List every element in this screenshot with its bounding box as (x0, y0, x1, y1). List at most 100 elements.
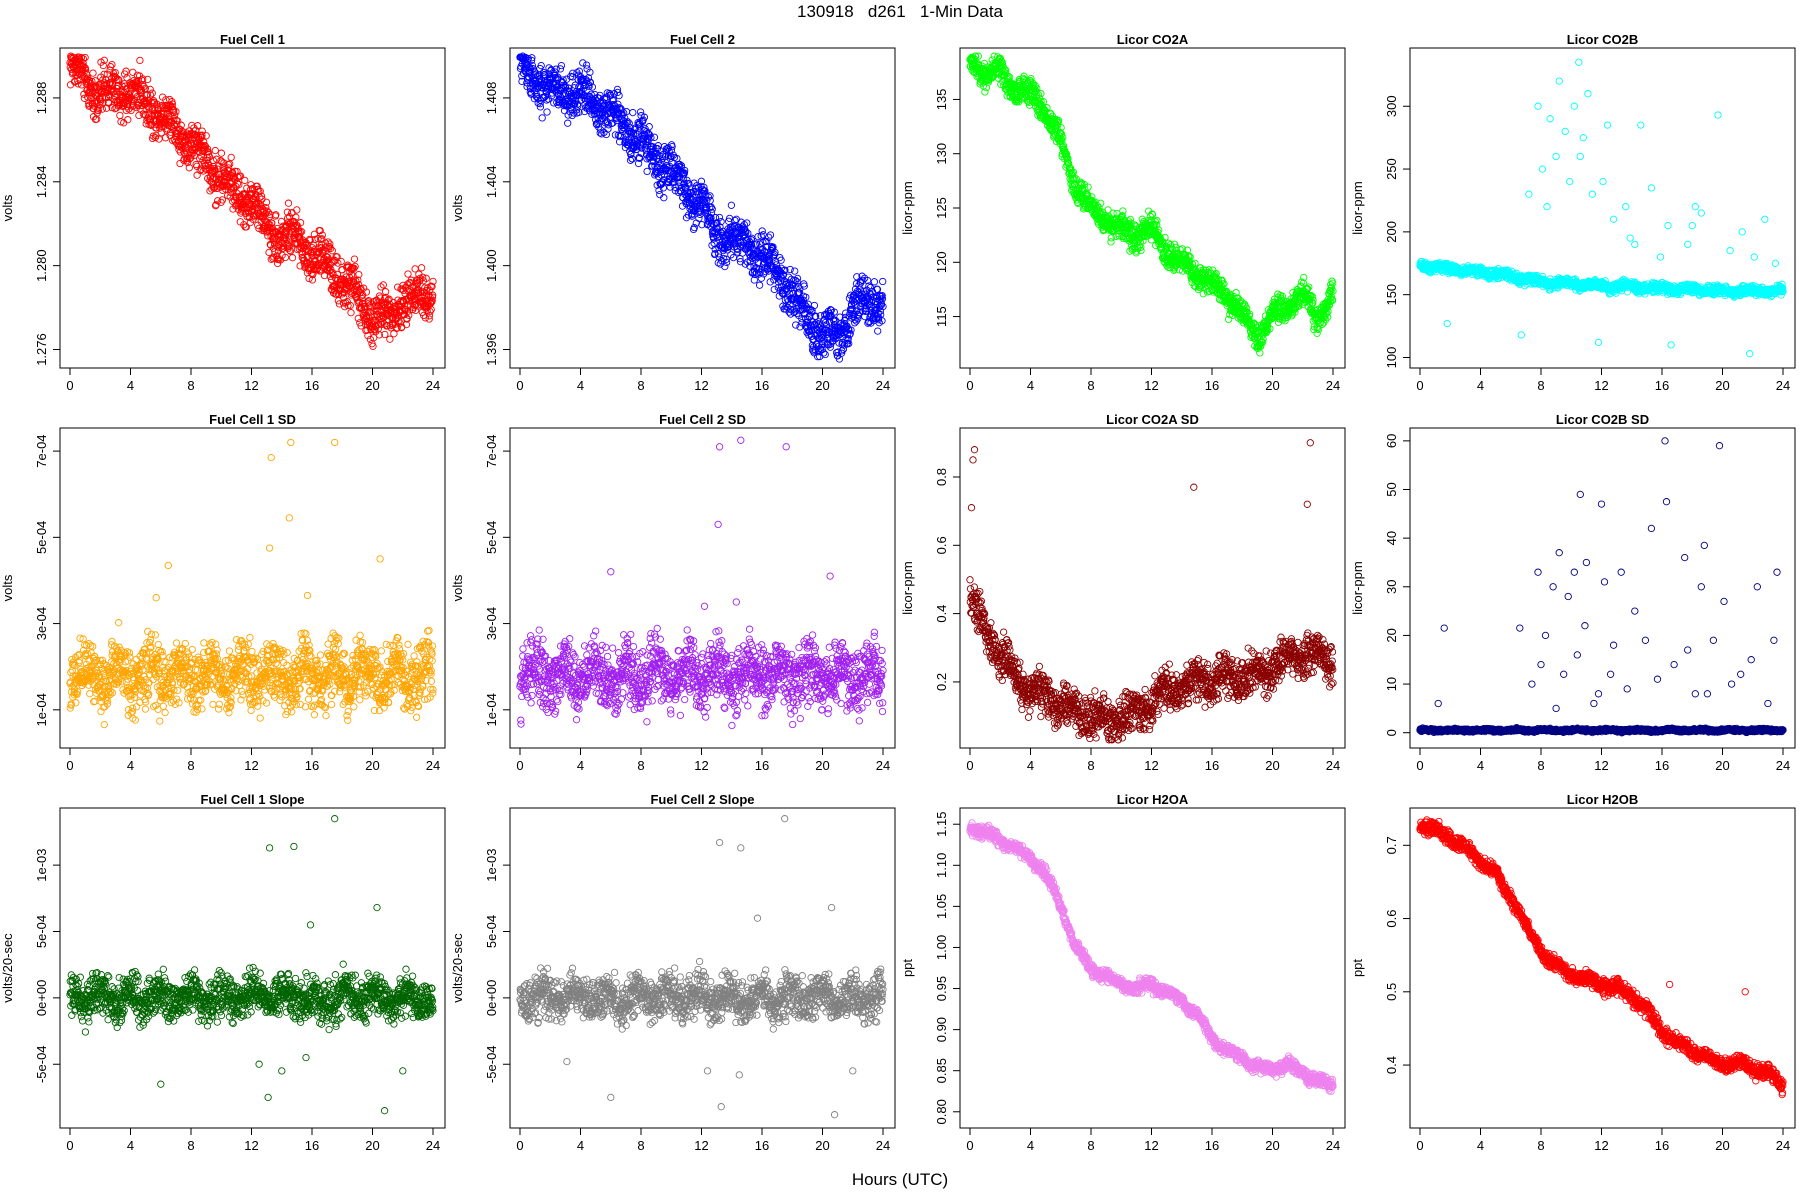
data-point (111, 105, 119, 113)
data-points (66, 52, 437, 350)
data-point (177, 121, 185, 129)
x-tick-label: 20 (1715, 378, 1729, 393)
data-point (874, 327, 882, 335)
y-axis-label: licor-ppm (900, 181, 915, 234)
x-tick-label: 24 (1776, 378, 1790, 393)
data-point (77, 54, 86, 62)
y-tick-label: 200 (1384, 221, 1399, 243)
x-tick-label: 4 (577, 378, 584, 393)
data-point (99, 61, 107, 70)
x-tick-label: 20 (815, 378, 829, 393)
data-point (386, 335, 394, 343)
data-point (770, 285, 778, 294)
x-tick-label: 0 (1416, 378, 1423, 393)
data-point (755, 281, 764, 289)
x-tick-label: 16 (1655, 378, 1669, 393)
data-points (1416, 58, 1787, 358)
data-point (100, 70, 108, 78)
data-point (79, 55, 88, 63)
y-tick-label: 1.280 (34, 249, 49, 282)
x-tick-label: 0 (966, 378, 973, 393)
data-point (732, 215, 741, 223)
y-tick-label: 135 (934, 89, 949, 111)
y-tick-label: 125 (934, 197, 949, 219)
data-point (350, 255, 359, 263)
x-tick-label: 24 (1326, 378, 1340, 393)
x-tick-label: 4 (1027, 378, 1034, 393)
data-points (966, 52, 1337, 357)
x-tick-label: 4 (127, 378, 134, 393)
plot-frame (1409, 47, 1796, 369)
data-point (715, 213, 724, 222)
x-tick-label: 0 (516, 378, 523, 393)
x-tick-label: 8 (1087, 378, 1094, 393)
panel-title: Fuel Cell 2 (670, 32, 735, 47)
data-point (94, 106, 102, 115)
data-point (115, 76, 123, 84)
x-tick-label: 8 (187, 378, 194, 393)
data-point (879, 277, 887, 286)
data-point (89, 69, 97, 77)
y-tick-label: 1.400 (484, 249, 499, 282)
data-point (211, 146, 219, 155)
y-tick-label: 115 (934, 306, 949, 327)
data-point (241, 176, 249, 185)
data-point (293, 206, 301, 214)
y-axis-label: licor-ppm (1350, 181, 1365, 234)
x-tick-label: 4 (1477, 378, 1484, 393)
data-point (347, 309, 355, 317)
x-tick-label: 16 (755, 378, 769, 393)
data-point (643, 167, 651, 176)
x-tick-label: 0 (66, 378, 73, 393)
data-points (516, 52, 887, 363)
y-tick-label: 1.288 (34, 82, 49, 115)
y-tick-label: 1.408 (484, 82, 499, 115)
data-point (288, 254, 297, 262)
x-tick-label: 12 (244, 378, 258, 393)
data-point (100, 56, 108, 64)
x-tick-label: 24 (876, 378, 890, 393)
y-tick-label: 150 (1384, 284, 1399, 306)
data-point (79, 62, 88, 70)
data-point (135, 111, 143, 120)
data-point (108, 60, 116, 69)
data-point (564, 119, 572, 127)
y-tick-label: 120 (934, 251, 949, 273)
data-point (91, 82, 99, 90)
data-point (217, 149, 226, 157)
plot-frame (59, 47, 446, 369)
data-point (106, 63, 115, 71)
data-point (727, 201, 736, 209)
y-axis-label: volts (0, 194, 15, 221)
y-tick-label: 1.404 (484, 166, 499, 199)
data-point (579, 59, 587, 67)
x-tick-label: 8 (1537, 378, 1544, 393)
data-point (99, 98, 107, 107)
data-point (114, 75, 123, 84)
data-point (81, 53, 89, 62)
data-point (543, 108, 551, 116)
data-point (74, 80, 82, 88)
y-tick-label: 130 (934, 143, 949, 165)
data-point (129, 68, 137, 76)
data-point (218, 196, 227, 204)
data-point (404, 270, 412, 278)
x-tick-label: 12 (1594, 378, 1608, 393)
x-tick-label: 20 (1265, 378, 1279, 393)
data-point (193, 171, 201, 179)
panel-title: Licor CO2A (1117, 32, 1189, 47)
panel-title: Fuel Cell 1 (220, 32, 285, 47)
figure-title: 130918 d261 1-Min Data (796, 2, 1004, 21)
data-point (227, 153, 235, 162)
data-point (870, 278, 879, 286)
data-point (81, 66, 90, 74)
y-axis-label: volts (450, 194, 465, 221)
data-point (821, 350, 829, 359)
data-point (538, 114, 546, 122)
data-point (91, 77, 99, 85)
x-tick-label: 16 (305, 378, 319, 393)
x-tick-label: 12 (1144, 378, 1158, 393)
